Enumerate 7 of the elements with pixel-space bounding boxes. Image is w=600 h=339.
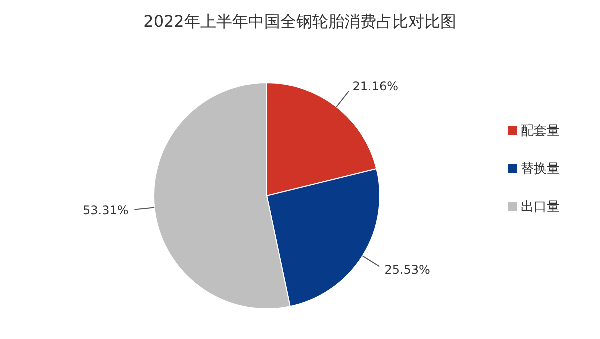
legend-label: 出口量: [521, 200, 560, 214]
data-label: 21.16%: [352, 80, 399, 94]
chart-title: 2022年上半年中国全钢轮胎消费占比对比图: [142, 12, 458, 33]
legend-label: 配套量: [521, 124, 560, 138]
legend-label: 替换量: [521, 162, 560, 176]
data-label: 53.31%: [82, 203, 129, 218]
data-label: 25.53%: [384, 262, 430, 277]
